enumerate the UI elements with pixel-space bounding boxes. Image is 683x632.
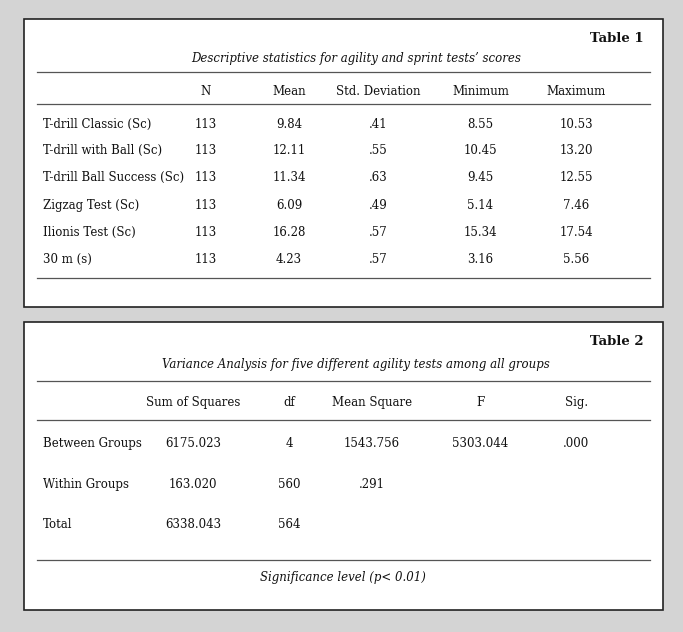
Text: 113: 113 <box>195 253 217 266</box>
Text: Sig.: Sig. <box>565 396 588 409</box>
Text: 9.45: 9.45 <box>467 171 494 185</box>
Text: Descriptive statistics for agility and sprint tests’ scores: Descriptive statistics for agility and s… <box>191 52 521 65</box>
Text: 113: 113 <box>195 226 217 239</box>
Text: .291: .291 <box>359 478 385 490</box>
Text: Variance Analysis for five different agility tests among all groups: Variance Analysis for five different agi… <box>162 358 550 371</box>
Text: 1543.756: 1543.756 <box>344 437 400 451</box>
Text: Sum of Squares: Sum of Squares <box>146 396 240 409</box>
Text: Between Groups: Between Groups <box>43 437 142 451</box>
Text: .57: .57 <box>369 226 388 239</box>
Text: 8.55: 8.55 <box>467 118 494 131</box>
Text: 5.56: 5.56 <box>563 253 589 266</box>
Text: 12.55: 12.55 <box>559 171 593 185</box>
Text: Mean: Mean <box>272 85 306 98</box>
Text: 3.16: 3.16 <box>467 253 494 266</box>
Text: 10.45: 10.45 <box>464 144 497 157</box>
Text: 15.34: 15.34 <box>464 226 497 239</box>
Text: 7.46: 7.46 <box>563 198 589 212</box>
Text: T-drill Classic (Sc): T-drill Classic (Sc) <box>43 118 152 131</box>
Text: Ilionis Test (Sc): Ilionis Test (Sc) <box>43 226 136 239</box>
Text: 12.11: 12.11 <box>273 144 305 157</box>
Text: Std. Deviation: Std. Deviation <box>336 85 421 98</box>
Text: .49: .49 <box>369 198 388 212</box>
Text: 5.14: 5.14 <box>467 198 494 212</box>
Text: 6338.043: 6338.043 <box>165 518 221 531</box>
Text: 17.54: 17.54 <box>559 226 593 239</box>
Text: 4: 4 <box>285 437 293 451</box>
Text: 11.34: 11.34 <box>273 171 306 185</box>
Text: 6.09: 6.09 <box>276 198 302 212</box>
Text: .41: .41 <box>369 118 388 131</box>
FancyBboxPatch shape <box>24 19 663 307</box>
Text: 113: 113 <box>195 118 217 131</box>
Text: 113: 113 <box>195 171 217 185</box>
Text: 13.20: 13.20 <box>559 144 593 157</box>
Text: .57: .57 <box>369 253 388 266</box>
Text: 10.53: 10.53 <box>559 118 593 131</box>
Text: F: F <box>476 396 485 409</box>
Text: .55: .55 <box>369 144 388 157</box>
Text: 560: 560 <box>278 478 300 490</box>
Text: Maximum: Maximum <box>546 85 606 98</box>
Text: 30 m (s): 30 m (s) <box>43 253 92 266</box>
Text: Significance level (p< 0.01): Significance level (p< 0.01) <box>260 571 426 584</box>
Text: df: df <box>283 396 295 409</box>
Text: 5303.044: 5303.044 <box>452 437 509 451</box>
Text: N: N <box>201 85 211 98</box>
Text: .000: .000 <box>563 437 589 451</box>
Text: Mean Square: Mean Square <box>332 396 412 409</box>
Text: 6175.023: 6175.023 <box>165 437 221 451</box>
FancyBboxPatch shape <box>24 322 663 610</box>
Text: Table 1: Table 1 <box>589 32 643 45</box>
Text: T-drill with Ball (Sc): T-drill with Ball (Sc) <box>43 144 162 157</box>
Text: 9.84: 9.84 <box>276 118 302 131</box>
Text: 564: 564 <box>278 518 300 531</box>
Text: 4.23: 4.23 <box>276 253 302 266</box>
Text: T-drill Ball Success (Sc): T-drill Ball Success (Sc) <box>43 171 184 185</box>
Text: 113: 113 <box>195 144 217 157</box>
Text: Total: Total <box>43 518 72 531</box>
Text: Table 2: Table 2 <box>589 335 643 348</box>
Text: Zigzag Test (Sc): Zigzag Test (Sc) <box>43 198 139 212</box>
Text: Within Groups: Within Groups <box>43 478 129 490</box>
Text: Minimum: Minimum <box>452 85 509 98</box>
Text: 163.020: 163.020 <box>169 478 217 490</box>
Text: 16.28: 16.28 <box>273 226 305 239</box>
Text: 113: 113 <box>195 198 217 212</box>
Text: .63: .63 <box>369 171 388 185</box>
